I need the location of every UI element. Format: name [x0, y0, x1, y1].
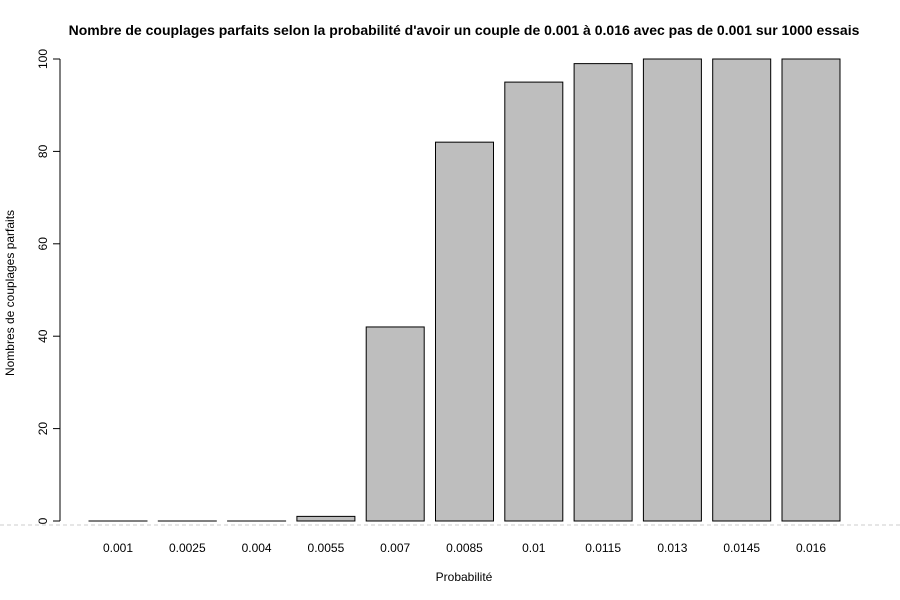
y-tick-label: 40: [36, 329, 50, 343]
x-tick-label: 0.004: [242, 541, 272, 555]
y-tick-label: 20: [36, 422, 50, 436]
x-tick-label: 0.001: [103, 541, 133, 555]
bar-0.0055: [296, 515, 356, 522]
x-tick-label: 0.016: [796, 541, 826, 555]
bar-0.013: [642, 58, 702, 522]
bar-0.007: [365, 326, 425, 522]
y-axis: 0 20 40 60 80 100: [36, 49, 61, 524]
x-tick-labels: 0.001 0.0025 0.004 0.0055 0.007 0.0085 0.01 0.0…: [103, 541, 826, 555]
y-tick-label: 60: [36, 237, 50, 251]
x-tick-label: 0.0145: [723, 541, 760, 555]
y-axis-label: Nombres de couplages parfaits: [3, 210, 17, 376]
x-tick-label: 0.0055: [308, 541, 345, 555]
chart-title: Nombre de couplages parfaits selon la pr…: [69, 22, 860, 38]
y-tick-label: 100: [36, 49, 50, 69]
bars-group: [88, 58, 841, 522]
bar-0.01: [504, 81, 564, 522]
x-tick-label: 0.0025: [169, 541, 206, 555]
x-tick-label: 0.01: [522, 541, 546, 555]
x-tick-label: 0.007: [380, 541, 410, 555]
y-tick-label: 80: [36, 144, 50, 158]
bar-0.016: [781, 58, 841, 522]
x-tick-label: 0.0085: [446, 541, 483, 555]
x-axis-label: Probabilité: [436, 570, 493, 584]
bar-0.0145: [712, 58, 772, 522]
bar-0.0115: [573, 63, 633, 522]
x-tick-label: 0.0115: [585, 541, 621, 555]
bar-0.0085: [435, 141, 494, 522]
x-tick-label: 0.013: [657, 541, 687, 555]
y-tick-label: 0: [36, 517, 50, 524]
